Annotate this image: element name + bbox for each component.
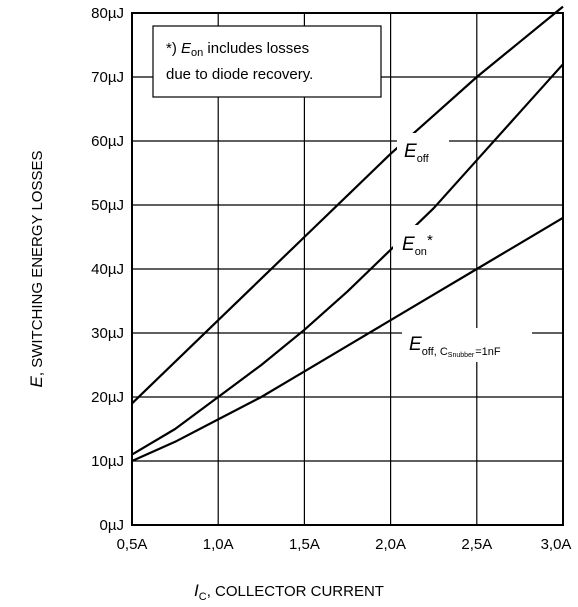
x-tick-label: 2,5A <box>461 536 492 553</box>
y-tick-label: 60µJ <box>91 133 124 150</box>
annotation-line1-rest: includes losses <box>203 40 309 57</box>
label-snub-tail: =1nF <box>475 346 501 358</box>
x-tick-label: 2,0A <box>375 536 406 553</box>
series-line-2 <box>131 216 564 463</box>
label-snub-subsub: Snubber <box>448 352 475 359</box>
annotation-line2: due to diode recovery. <box>166 66 313 83</box>
annotation-prefix: *) <box>166 40 181 57</box>
svg-text:Eoff: Eoff <box>404 141 430 165</box>
y-tick-label: 40µJ <box>91 261 124 278</box>
x-tick-labels: 0,5A 1,0A 1,5A 2,0A 2,5A 3,0A <box>117 536 572 553</box>
y-tick-label: 30µJ <box>91 325 124 342</box>
y-tick-label: 0µJ <box>100 517 125 534</box>
annotation-e: E <box>181 40 192 57</box>
series-line-0 <box>131 5 564 405</box>
label-eon: Eon* <box>393 225 447 265</box>
x-tick-label: 0,5A <box>117 536 148 553</box>
annotation-box: *) Eon includes losses due to diode reco… <box>152 25 382 98</box>
series-lines <box>131 5 564 463</box>
svg-text:Eon*: Eon* <box>402 232 433 258</box>
y-tick-label: 50µJ <box>91 197 124 214</box>
annotation-e-sub: on <box>191 47 203 59</box>
svg-text:*) Eon includes losses: *) Eon includes losses <box>166 40 309 59</box>
y-tick-label: 10µJ <box>91 453 124 470</box>
svg-text:Eoff, CSnubber=1nF: Eoff, CSnubber=1nF <box>409 334 501 359</box>
label-eoff: Eoff <box>397 133 449 169</box>
plot-frame <box>131 12 564 526</box>
label-eoff-snubber: Eoff, CSnubber=1nF <box>402 328 532 362</box>
x-axis-rest: , COLLECTOR CURRENT <box>207 583 384 600</box>
y-axis-rest: , SWITCHING ENERGY LOSSES <box>29 151 46 377</box>
label-eon-main: E <box>402 234 415 255</box>
x-tick-label: 1,5A <box>289 536 320 553</box>
y-tick-labels: 0µJ 10µJ 20µJ 30µJ 40µJ 50µJ 60µJ 70µJ 80µJ <box>91 5 124 534</box>
y-axis-title: E, SWITCHING ENERGY LOSSES <box>27 151 46 388</box>
y-tick-label: 20µJ <box>91 389 124 406</box>
x-axis-prefix: I <box>194 581 199 600</box>
label-eoff-sub: off <box>417 153 430 165</box>
series-line-1 <box>131 63 564 456</box>
label-snub-sub: off, C <box>422 346 448 358</box>
y-tick-label: 80µJ <box>91 5 124 22</box>
x-tick-label: 1,0A <box>203 536 234 553</box>
x-tick-label: 3,0A <box>541 536 572 553</box>
label-eoff-main: E <box>404 141 417 162</box>
y-axis-prefix: E <box>27 375 46 387</box>
label-eon-sub: on <box>415 246 427 258</box>
x-axis-sub: C <box>199 591 207 603</box>
y-tick-label: 70µJ <box>91 69 124 86</box>
x-axis-title: IC, COLLECTOR CURRENT <box>194 581 384 603</box>
label-eon-star: * <box>427 232 433 249</box>
label-snub-main: E <box>409 334 422 355</box>
